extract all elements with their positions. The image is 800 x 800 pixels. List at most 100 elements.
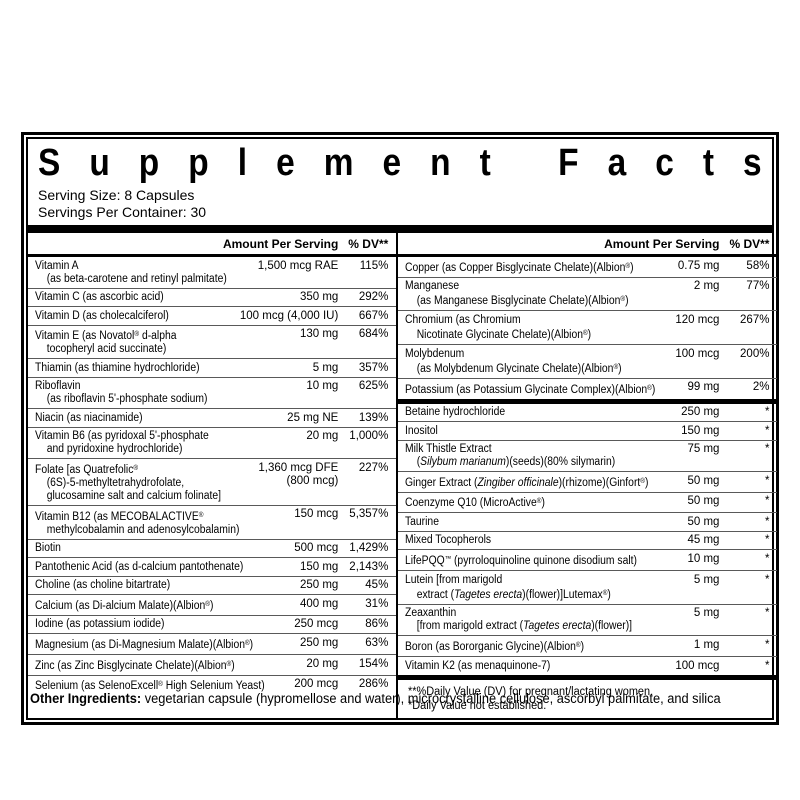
amount-cell: 100 mcg [675,347,720,360]
dv-cell: 5,357% [349,508,389,521]
serving-info: Serving Size: 8 Capsules Servings Per Co… [28,187,772,225]
table-row: Selenium (as SelenoExcell® High Selenium… [28,674,397,696]
dv-cell: 227% [358,461,389,474]
footnote-line: *Daily Value not established. [408,699,547,712]
table-row: Milk Thistle Extract (Silybum marianum)(s… [398,439,778,472]
left-column-header: Amount Per Serving % DV** [28,233,397,257]
dv-cell: 2% [752,381,770,394]
dv-cell: 2,143% [349,560,389,573]
amount-cell: 20 mg [306,430,339,443]
dv-cell: 286% [358,678,389,691]
dv-cell: * [764,443,770,456]
amount-cell: 120 mcg [675,313,720,326]
nutrient-name: Folate [as Quatrefolic® (6S)-5-methyltetr… [35,463,222,502]
amount-cell: 250 mg [681,406,720,419]
dv-cell: 1,000% [349,430,389,443]
amount-cell: 0.75 mg [677,259,720,272]
dv-cell: 292% [358,291,389,303]
amount-per-serving-header: Amount Per Serving [604,237,720,251]
table-row: Copper (as Copper Bisglycinate Chelate)(… [398,257,777,277]
amount-cell: 1 mg [693,638,720,651]
nutrient-name: Vitamin C (as ascorbic acid) [35,291,164,303]
table-row: Iodine (as potassium iodide) 250 mcg 86% [28,614,397,634]
nutrient-name: Vitamin B12 (as MECOBALACTIVE® methylcoba… [35,510,240,536]
nutrient-name: Potassium (as Potassium Glycinate Comple… [405,383,656,396]
dv-cell: * [764,573,770,586]
table-row: Manganese (as Manganese Bisglycinate Chel… [398,276,778,311]
table-row: Mixed Tocopherols 45 mg * [398,530,778,550]
amount-cell: 100 mcg [675,659,720,672]
amount-cell: 50 mg [687,495,720,508]
nutrient-name: Ginger Extract (Zingiber officinale)(rhi… [405,476,649,489]
left-column: Amount Per Serving % DV** Vitamin A (as b… [28,233,399,718]
table-row: Riboflavin (as riboflavin 5'-phosphate so… [28,376,397,409]
table-row: Ginger Extract (Zingiber officinale)(rhi… [398,471,778,492]
dv-cell: * [764,495,770,508]
dv-cell: 200% [740,347,770,360]
table-row: Biotin 500 mcg 1,429% [28,538,397,558]
nutrient-name: Niacin (as niacinamide) [35,411,143,424]
table-row: Vitamin K2 (as menaquinone-7) 100 mcg * [398,656,778,675]
dv-cell: 63% [365,636,389,649]
table-row: Pantothenic Acid (as d-calcium pantothen… [28,557,397,576]
amount-cell: 200 mcg [294,678,339,691]
nutrient-name: Vitamin E (as Novatol® d-alpha tocopheryl… [35,330,177,356]
right-rows-minerals: Copper (as Copper Bisglycinate Chelate)(… [398,257,778,399]
amount-cell: 99 mg [687,381,720,394]
nutrient-name: Copper (as Copper Bisglycinate Chelate)(… [405,261,634,274]
table-row: Chromium (as Chromium Nicotinate Glycinat… [398,310,778,344]
dv-cell: 115% [359,259,389,272]
dv-cell: 684% [358,328,389,340]
dv-cell: 667% [358,309,389,322]
amount-cell: 150 mcg [294,508,339,521]
amount-per-serving-header: Amount Per Serving [222,237,339,251]
serving-size: Serving Size: 8 Capsules [38,187,195,203]
section-divider-rule [398,398,778,404]
footnote-divider-rule [398,674,778,680]
amount-cell: 500 mcg [294,542,339,555]
dv-cell: 1,429% [349,542,389,555]
amount-cell: 5 mg [693,607,720,620]
nutrient-name: Chromium (as Chromium Nicotinate Glycinat… [405,313,592,342]
amount-cell: 350 mg [299,291,339,303]
table-row: Molybdenum (as Molybdenum Glycinate Chela… [398,344,778,378]
table-row: Vitamin D (as cholecalciferol) 100 mcg (… [28,306,397,325]
table-row: Taurine 50 mg * [398,512,778,531]
nutrient-name: Vitamin D (as cholecalciferol) [35,309,169,322]
nutrient-name: Zinc (as Zinc Bisglycinate Chelate)(Albi… [35,659,235,672]
nutrient-name: Manganese (as Manganese Bisglycinate Chel… [405,280,629,308]
table-row: Lutein [from marigold extract (Tagetes er… [398,570,778,604]
nutrient-name: Biotin [35,542,61,555]
nutrient-name: Selenium (as SelenoExcell® High Selenium… [35,680,265,693]
amount-cell: 50 mg [687,515,720,528]
table-row: Folate [as Quatrefolic® (6S)-5-methyltetr… [28,458,397,505]
supplement-facts-box: Supplement Facts Serving Size: 8 Capsule… [26,137,778,720]
dv-cell: 267% [740,313,770,326]
header-top-rule [28,225,772,233]
percent-dv-header: % DV** [348,237,389,251]
footnote-line: **%Daily Value (DV) for pregnant/lactati… [408,685,654,698]
nutrient-name: Betaine hydrochloride [405,406,506,419]
dv-cell: * [764,659,770,672]
nutrient-name: Vitamin B6 (as pyridoxal 5'-phosphate and… [35,430,209,456]
dv-cell: * [764,552,770,565]
nutrient-name: Mixed Tocopherols [405,534,492,547]
table-row: Inositol 150 mg * [398,421,778,440]
table-row: Vitamin E (as Novatol® d-alpha tocopheryl… [28,324,397,359]
nutrient-name: Thiamin (as thiamine hydrochloride) [35,361,200,374]
dv-cell: 77% [746,280,770,293]
dv-cell: 139% [358,411,389,424]
amount-cell: 1,500 mcg RAE [257,259,339,272]
amount-cell: 250 mg [299,579,339,592]
table-row: Vitamin A (as beta-carotene and retinyl p… [28,257,396,288]
nutrient-name: Vitamin A (as beta-carotene and retinyl p… [35,259,227,285]
amount-cell: 100 mcg (4,000 IU) [239,309,339,322]
supplement-facts-panel: Supplement Facts Serving Size: 8 Capsule… [21,132,779,725]
amount-cell: 5 mg [693,573,720,586]
dv-cell: * [764,406,770,419]
dv-cell: 86% [365,618,389,631]
amount-cell: 75 mg [687,443,720,456]
other-ingredients-label: Other Ingredients: [30,691,142,706]
table-row: LifePQQ™ (pyrroloquinoline quinone disod… [398,549,778,570]
dv-cell: 357% [358,361,389,374]
